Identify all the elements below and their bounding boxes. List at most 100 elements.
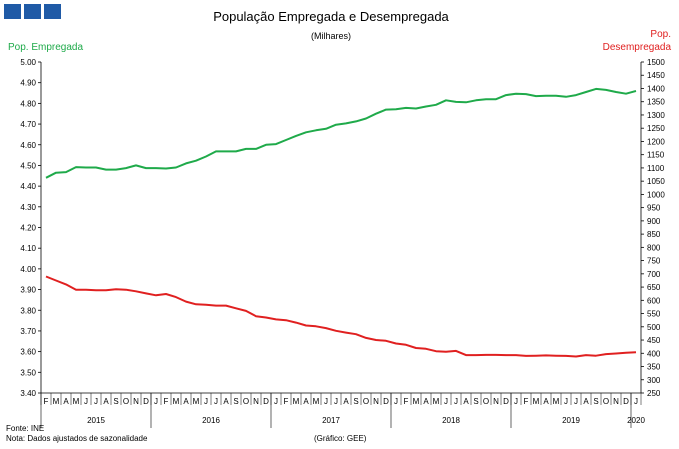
month-label: S — [593, 397, 598, 406]
right-axis-label-line1: Pop. — [650, 29, 671, 40]
logo-block-3 — [44, 4, 61, 19]
month-label: J — [574, 397, 578, 406]
year-label: 2018 — [442, 416, 460, 425]
right-tick-label: 500 — [647, 323, 661, 332]
month-label: O — [483, 397, 489, 406]
left-tick-label: 3.70 — [20, 327, 36, 336]
month-label: J — [84, 397, 88, 406]
month-label: J — [564, 397, 568, 406]
left-tick-label: 4.20 — [20, 224, 36, 233]
right-tick-label: 350 — [647, 363, 661, 372]
month-label: S — [113, 397, 118, 406]
right-tick-label: 650 — [647, 283, 661, 292]
footer-source: Fonte: INE — [6, 424, 44, 433]
month-label: J — [94, 397, 98, 406]
right-tick-label: 1300 — [647, 111, 665, 120]
right-tick-label: 1200 — [647, 137, 665, 146]
chart-subtitle: (Milhares) — [311, 31, 351, 41]
month-label: M — [313, 397, 320, 406]
month-label: F — [404, 397, 409, 406]
right-tick-label: 1400 — [647, 84, 665, 93]
month-label: A — [543, 397, 549, 406]
month-label: F — [524, 397, 529, 406]
month-label: J — [444, 397, 448, 406]
right-tick-label: 550 — [647, 310, 661, 319]
chart-title: População Empregada e Desempregada — [213, 9, 449, 24]
left-axis-label: Pop. Empregada — [8, 42, 83, 53]
right-tick-label: 950 — [647, 204, 661, 213]
left-tick-label: 4.00 — [20, 265, 36, 274]
month-label: S — [353, 397, 358, 406]
year-label: 2020 — [627, 416, 645, 425]
month-label: A — [303, 397, 309, 406]
right-tick-label: 900 — [647, 217, 661, 226]
month-label: J — [154, 397, 158, 406]
month-label: J — [514, 397, 518, 406]
month-label: N — [493, 397, 499, 406]
series-layer — [45, 87, 637, 358]
month-label: D — [503, 397, 509, 406]
right-tick-label: 1500 — [647, 58, 665, 67]
year-label: 2017 — [322, 416, 340, 425]
month-label: M — [193, 397, 200, 406]
month-label: M — [413, 397, 420, 406]
right-tick-label: 400 — [647, 349, 661, 358]
month-label: S — [233, 397, 238, 406]
month-label: J — [394, 397, 398, 406]
month-label: A — [63, 397, 69, 406]
left-tick-label: 4.50 — [20, 161, 36, 170]
month-label: D — [143, 397, 149, 406]
right-tick-label: 850 — [647, 230, 661, 239]
right-tick-label: 800 — [647, 243, 661, 252]
left-tick-label: 3.90 — [20, 286, 36, 295]
month-label: A — [583, 397, 589, 406]
month-label: N — [253, 397, 259, 406]
month-label: O — [123, 397, 129, 406]
left-tick-label: 3.40 — [20, 389, 36, 398]
year-label: 2015 — [87, 416, 105, 425]
month-label: M — [433, 397, 440, 406]
right-tick-label: 750 — [647, 257, 661, 266]
left-tick-label: 4.90 — [20, 79, 36, 88]
left-tick-label: 4.60 — [20, 141, 36, 150]
month-label: J — [204, 397, 208, 406]
month-label: A — [423, 397, 429, 406]
left-tick-label: 4.30 — [20, 203, 36, 212]
month-label: D — [263, 397, 269, 406]
month-label: F — [164, 397, 169, 406]
unemployed-series-line — [45, 275, 637, 358]
left-tick-label: 4.80 — [20, 99, 36, 108]
month-label: J — [214, 397, 218, 406]
right-tick-label: 1050 — [647, 177, 665, 186]
month-label: M — [73, 397, 80, 406]
month-label: F — [44, 397, 49, 406]
month-label: M — [173, 397, 180, 406]
month-label: A — [103, 397, 109, 406]
employed-series-line — [45, 87, 637, 179]
year-label: 2016 — [202, 416, 220, 425]
month-label: N — [613, 397, 619, 406]
right-tick-label: 1150 — [647, 151, 665, 160]
month-label: M — [533, 397, 540, 406]
month-label: S — [473, 397, 478, 406]
right-tick-label: 1450 — [647, 71, 665, 80]
logo-block-1 — [4, 4, 21, 19]
left-tick-label: 3.50 — [20, 368, 36, 377]
left-tick-label: 3.80 — [20, 306, 36, 315]
year-label: 2019 — [562, 416, 580, 425]
month-label: F — [284, 397, 289, 406]
month-label: A — [343, 397, 349, 406]
month-label: J — [334, 397, 338, 406]
month-label: O — [243, 397, 249, 406]
logo-block-2 — [24, 4, 41, 19]
month-label: M — [53, 397, 60, 406]
left-tick-label: 4.40 — [20, 182, 36, 191]
right-axis-label-line2: Desempregada — [603, 42, 672, 53]
month-label: J — [274, 397, 278, 406]
month-label: N — [373, 397, 379, 406]
right-tick-label: 450 — [647, 336, 661, 345]
footer-note: Nota: Dados ajustados de sazonalidade — [6, 434, 148, 443]
right-tick-label: 250 — [647, 389, 661, 398]
month-label: M — [553, 397, 560, 406]
